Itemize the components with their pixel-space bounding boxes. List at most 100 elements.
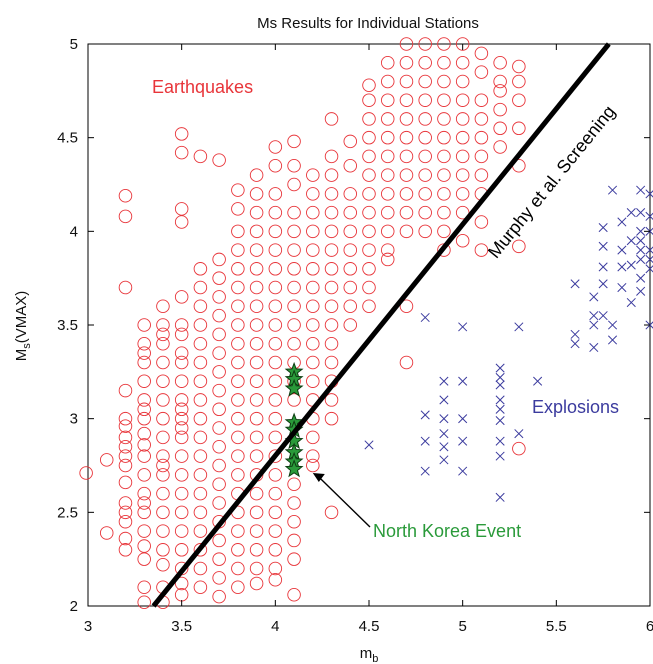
earthquake-point [399,299,414,314]
earthquake-point [174,449,189,463]
earthquake-point [137,355,151,370]
earthquake-point [193,561,208,576]
earthquake-point [268,449,283,463]
earthquake-point [437,205,451,220]
earthquake-point [399,37,414,51]
earthquake-point [118,280,133,295]
earthquake-point [193,524,208,538]
explosion-point [589,342,599,353]
earthquake-point [343,159,358,173]
earthquake-point [231,449,245,463]
earthquake-point [362,262,376,276]
earthquake-point [380,74,395,89]
explosion-point [598,241,608,251]
earthquake-point [118,419,133,433]
explosion-point [626,297,636,308]
earthquake-point [324,187,339,201]
earthquake-point [249,280,264,295]
earthquake-point [137,374,151,388]
earthquake-point [306,355,320,370]
earthquake-point [268,140,283,154]
earthquake-point [343,318,358,332]
earthquake-point [174,393,189,407]
x-tick-label: 5 [458,618,466,635]
arrow-shaft [317,475,371,528]
earthquake-point [174,468,189,482]
earthquake-point [231,243,245,257]
earthquake-point [455,187,470,201]
earthquake-point [437,187,451,201]
earthquake-point [193,430,208,445]
earthquake-point [512,74,526,89]
explosion-point [598,223,608,233]
earthquake-point [287,588,301,602]
earthquake-point [362,112,376,126]
earthquake-point [437,149,451,164]
north-korea-point [284,459,304,478]
earthquake-point [455,37,470,51]
earthquake-point [287,224,301,239]
explosion-point [495,363,505,373]
earthquake-point [268,187,283,201]
x-axis-label-sub: b [372,653,378,664]
explosion-point [570,279,580,289]
x-tick-label: 3.5 [171,618,192,635]
earthquake-point [455,149,470,164]
screening-line-group [151,42,611,608]
earthquake-point [362,130,376,145]
earthquake-point [306,449,320,463]
earthquake-point [343,280,358,295]
earthquake-point [212,477,226,491]
explosion-point [364,440,374,450]
earthquake-point [399,205,414,220]
earthquake-point [399,112,414,126]
earthquake-point [306,243,320,257]
earthquake-point [399,130,414,145]
earthquake-point [231,468,245,482]
earthquake-point [193,468,208,482]
earthquake-point [324,168,339,182]
x-tick-label: 6 [646,618,653,635]
explosion-point [439,455,449,465]
earthquake-point [249,374,264,388]
explosion-point [598,279,608,289]
earthquake-point [324,411,339,426]
x-tick-label: 3 [84,618,92,635]
earthquake-point [212,383,226,398]
earthquake-point [212,153,226,167]
earthquake-point [268,430,283,445]
earthquake-point [193,262,208,276]
earthquake-point [324,112,339,126]
earthquake-point [79,466,93,480]
earthquake-point [324,393,339,407]
earthquake-point [249,486,264,501]
earthquake-point [268,374,283,388]
earthquake-point [231,524,245,538]
earthquake-point [306,205,320,220]
earthquake-point [418,187,432,201]
explosion-point [495,372,505,383]
earthquake-point [512,239,526,254]
earthquake-point [268,205,283,220]
earthquake-point [418,224,432,239]
earthquake-point [212,496,226,510]
explosion-point [636,273,646,283]
earthquake-point [212,365,226,379]
plot-area [87,43,651,607]
earthquake-point [268,224,283,239]
earthquake-point [437,224,451,239]
earthquake-point [287,205,301,220]
earthquake-point [306,374,320,388]
earthquake-point [193,411,208,426]
series-north-korea-event [284,361,304,478]
earthquake-point [306,299,320,314]
earthquake-point [437,55,451,70]
earthquake-point [380,205,395,220]
explosion-point [458,376,468,386]
earthquake-point [249,355,264,370]
earthquake-point [362,280,376,295]
earthquake-point [287,533,301,548]
arrow-head [312,472,325,482]
series-earthquakes [79,37,526,610]
